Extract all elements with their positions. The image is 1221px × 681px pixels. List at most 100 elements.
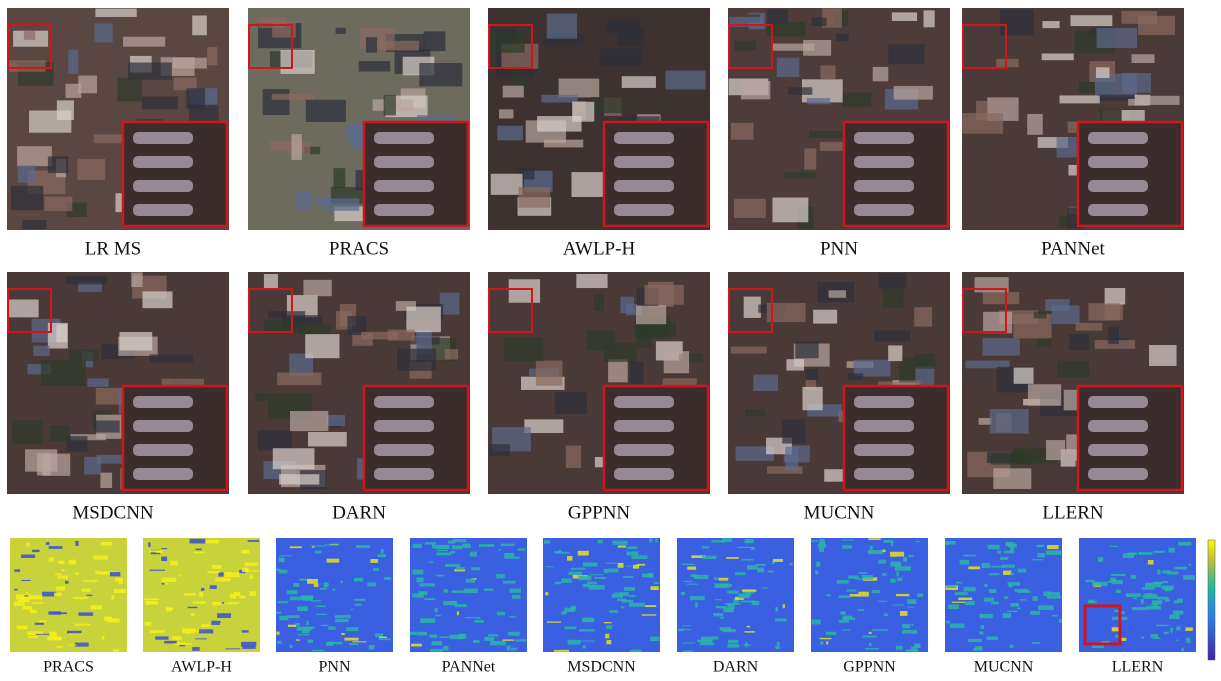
error-speck [869, 632, 872, 634]
error-speck [1176, 640, 1179, 641]
image-block [544, 140, 583, 148]
error-speck [735, 572, 745, 575]
error-speck [201, 588, 204, 591]
image-block [41, 360, 86, 386]
error-speck [462, 544, 470, 548]
image-block [744, 297, 761, 318]
error-speck [946, 585, 957, 588]
error-speck [837, 580, 849, 584]
error-speck [1010, 645, 1013, 648]
image-block [731, 123, 754, 140]
error-speck [509, 616, 516, 617]
image-block [1042, 53, 1074, 60]
image-block [384, 95, 396, 116]
error-speck [445, 564, 460, 567]
inset-building [1088, 420, 1148, 432]
error-speck [425, 542, 436, 544]
image-block [1122, 73, 1151, 93]
image-block [1027, 114, 1043, 135]
error-speck [777, 642, 780, 646]
error-speck [50, 632, 56, 635]
error-speck [297, 606, 308, 611]
error-speck [896, 646, 903, 650]
error-speck [1111, 574, 1125, 576]
error-speck [190, 539, 206, 544]
error-speck [224, 602, 239, 604]
error-speck [773, 559, 783, 562]
error-speck [606, 640, 611, 644]
error-speck [241, 642, 256, 647]
error-speck [1133, 598, 1137, 600]
error-speck [324, 544, 339, 545]
error-speck [443, 601, 457, 605]
error-speck [335, 615, 351, 618]
error-speck [965, 601, 975, 605]
error-speck [443, 589, 448, 592]
error-map-label: GPPNN [843, 659, 896, 676]
error-speck [1157, 597, 1168, 600]
image-block [1105, 288, 1126, 304]
error-speck [22, 580, 31, 581]
error-speck [375, 633, 383, 637]
error-speck [201, 624, 210, 627]
error-speck [1151, 634, 1159, 637]
error-speck [30, 610, 37, 613]
image-block [599, 49, 642, 66]
image-block [366, 37, 377, 52]
error-speck [212, 565, 222, 569]
error-speck [686, 584, 698, 585]
error-speck [199, 629, 213, 633]
error-speck [250, 575, 253, 579]
image-block [874, 330, 910, 341]
error-speck [617, 599, 626, 601]
image-block [406, 307, 441, 333]
inset-building [614, 180, 674, 192]
error-speck [1020, 599, 1027, 600]
error-speck [465, 617, 480, 618]
error-speck [741, 559, 754, 561]
image-block [118, 78, 142, 102]
image-block [594, 294, 604, 311]
error-speck [1047, 596, 1061, 599]
inset-building [854, 396, 914, 408]
error-speck [288, 625, 296, 627]
error-speck [437, 552, 452, 555]
image-block [277, 373, 321, 386]
error-speck [694, 575, 708, 579]
error-speck [1167, 571, 1178, 574]
error-speck [287, 615, 299, 618]
error-speck [319, 588, 326, 590]
error-map [677, 538, 794, 652]
error-speck [618, 563, 624, 568]
image-block [536, 361, 563, 386]
error-speck [843, 616, 853, 619]
image-block [786, 359, 804, 370]
error-speck [80, 598, 84, 599]
error-speck [194, 552, 205, 554]
error-speck [346, 627, 359, 631]
error-speck [335, 619, 348, 622]
error-speck [479, 544, 494, 547]
satellite-image [248, 8, 470, 230]
image-block [499, 109, 513, 118]
error-speck [690, 596, 705, 600]
error-speck [545, 592, 548, 595]
image-block [142, 96, 178, 109]
error-map [1079, 538, 1196, 652]
image-block [753, 375, 778, 391]
error-speck [145, 622, 152, 626]
error-speck [16, 594, 31, 599]
image-block [424, 31, 446, 51]
image-block [636, 305, 666, 324]
error-speck [384, 577, 391, 580]
image-block [12, 421, 43, 445]
image-block [68, 50, 78, 74]
error-speck [424, 598, 435, 600]
error-speck [1037, 545, 1045, 547]
error-speck [554, 551, 562, 553]
error-speck [645, 605, 656, 607]
image-block [22, 220, 46, 229]
error-speck [917, 594, 923, 597]
error-speck [712, 636, 719, 639]
error-speck [504, 553, 514, 557]
